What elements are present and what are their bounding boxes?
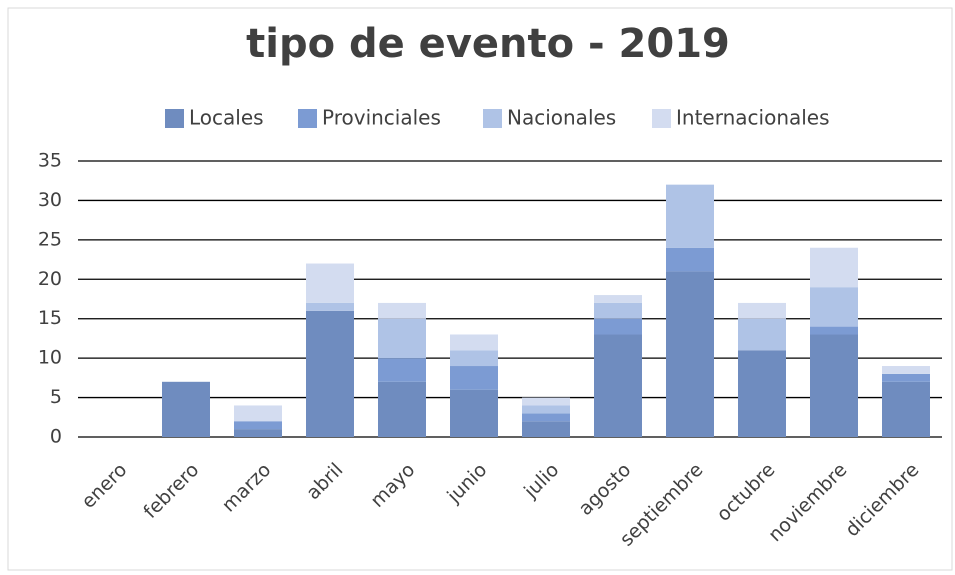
- legend-label: Provinciales: [322, 106, 441, 130]
- legend-swatch: [298, 109, 317, 128]
- legend-label: Internacionales: [676, 106, 830, 130]
- bar-segment: [306, 310, 354, 437]
- bar-segment: [522, 397, 570, 406]
- bar-segment: [234, 405, 282, 422]
- bar-segment: [810, 287, 858, 327]
- legend-swatch: [652, 109, 671, 128]
- bar-segment: [594, 302, 642, 319]
- bar-segment: [594, 295, 642, 303]
- chart-title: tipo de evento - 2019: [246, 21, 730, 67]
- y-tick-label: 30: [38, 189, 62, 211]
- bar-segment: [378, 302, 426, 319]
- y-tick-label: 0: [50, 426, 62, 448]
- y-tick-label: 20: [38, 268, 62, 290]
- y-tick-label: 10: [38, 347, 62, 369]
- bar-segment: [666, 247, 714, 272]
- bar-segment: [594, 318, 642, 335]
- bar-segment: [594, 334, 642, 437]
- bar-segment: [882, 381, 930, 437]
- bar-segment: [810, 326, 858, 335]
- y-tick-label: 5: [50, 386, 62, 408]
- bar-segment: [666, 271, 714, 437]
- bar-segment: [738, 302, 786, 319]
- bar-segment: [810, 334, 858, 437]
- legend-swatch: [165, 109, 184, 128]
- bar-segment: [522, 413, 570, 422]
- y-tick-label: 15: [38, 307, 62, 329]
- bar-segment: [810, 247, 858, 288]
- bar-segment: [450, 350, 498, 367]
- bar-segment: [450, 334, 498, 351]
- bar-segment: [882, 366, 930, 374]
- bar-segment: [666, 184, 714, 248]
- bar-segment: [378, 358, 426, 382]
- bar-segment: [306, 263, 354, 303]
- chart-frame: [7, 7, 953, 571]
- bar-segment: [522, 421, 570, 437]
- bar-segment: [738, 350, 786, 437]
- bar-segment: [162, 381, 210, 437]
- bar-segment: [378, 381, 426, 437]
- bar-segment: [522, 405, 570, 414]
- bar-segment: [450, 389, 498, 437]
- bar-segment: [306, 302, 354, 311]
- y-tick-label: 25: [38, 228, 62, 250]
- bar-segment: [234, 429, 282, 437]
- legend-label: Locales: [189, 106, 264, 130]
- bar-segment: [450, 366, 498, 390]
- bar-segment: [882, 373, 930, 382]
- bar-segment: [378, 318, 426, 359]
- bar-segment: [738, 318, 786, 351]
- legend-swatch: [483, 109, 502, 128]
- bar-segment: [234, 421, 282, 430]
- y-tick-label: 35: [38, 150, 62, 172]
- legend-label: Nacionales: [507, 106, 616, 130]
